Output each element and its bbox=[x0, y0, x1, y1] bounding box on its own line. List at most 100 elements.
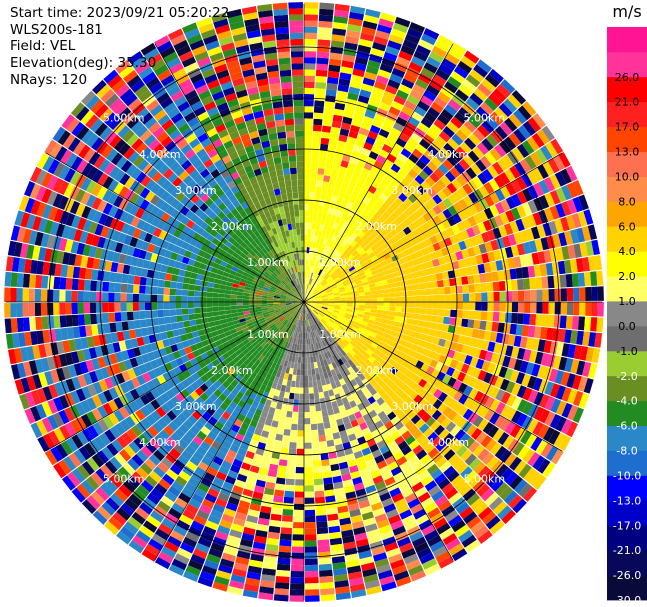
velocity-gate bbox=[503, 136, 517, 151]
velocity-gate bbox=[262, 493, 274, 502]
velocity-gate bbox=[223, 546, 238, 557]
velocity-gate bbox=[367, 335, 375, 342]
velocity-gate bbox=[286, 305, 293, 308]
velocity-gate bbox=[277, 396, 284, 404]
velocity-gate bbox=[298, 412, 304, 419]
velocity-gate bbox=[308, 293, 314, 299]
velocity-gate bbox=[265, 318, 273, 324]
velocity-gate bbox=[250, 553, 264, 562]
velocity-gate bbox=[206, 307, 213, 313]
velocity-gate bbox=[292, 331, 297, 338]
velocity-gate bbox=[223, 363, 232, 372]
velocity-gate bbox=[228, 401, 238, 410]
velocity-gate bbox=[185, 429, 197, 440]
velocity-gate bbox=[194, 307, 201, 314]
velocity-gate bbox=[95, 291, 103, 302]
velocity-gate bbox=[292, 540, 304, 547]
velocity-gate bbox=[365, 523, 378, 533]
velocity-gate bbox=[311, 311, 316, 317]
velocity-gate bbox=[340, 302, 347, 305]
velocity-gate bbox=[493, 501, 508, 516]
velocity-gate bbox=[291, 310, 296, 316]
velocity-gate bbox=[427, 507, 441, 519]
velocity-gate bbox=[363, 255, 371, 262]
velocity-gate bbox=[84, 279, 91, 291]
velocity-gate bbox=[340, 225, 347, 233]
velocity-gate bbox=[318, 435, 326, 442]
velocity-gate bbox=[430, 468, 443, 480]
velocity-gate bbox=[147, 369, 157, 380]
velocity-gate bbox=[396, 238, 405, 247]
velocity-gate bbox=[304, 216, 309, 223]
velocity-gate bbox=[148, 454, 161, 466]
velocity-gate bbox=[477, 370, 487, 381]
velocity-gate bbox=[402, 268, 411, 275]
velocity-gate bbox=[521, 266, 530, 279]
velocity-gate bbox=[313, 118, 323, 126]
velocity-gate bbox=[327, 295, 335, 299]
velocity-gate bbox=[185, 445, 197, 456]
velocity-gate bbox=[415, 418, 426, 429]
velocity-gate bbox=[359, 556, 374, 566]
velocity-gate bbox=[364, 579, 380, 590]
velocity-gate bbox=[531, 226, 541, 240]
velocity-gate bbox=[165, 273, 173, 281]
velocity-gate bbox=[268, 310, 275, 314]
velocity-gate bbox=[402, 39, 418, 50]
velocity-gate bbox=[50, 369, 60, 384]
velocity-gate bbox=[86, 495, 101, 510]
velocity-gate bbox=[325, 337, 331, 345]
velocity-gate bbox=[525, 337, 534, 350]
velocity-gate bbox=[326, 351, 332, 358]
velocity-gate bbox=[389, 306, 396, 312]
velocity-gate bbox=[294, 393, 300, 400]
velocity-gate bbox=[108, 516, 123, 531]
velocity-gate bbox=[230, 302, 237, 306]
velocity-gate bbox=[376, 24, 392, 34]
velocity-gate bbox=[453, 325, 462, 335]
velocity-gate bbox=[102, 302, 109, 313]
velocity-gate bbox=[390, 375, 400, 384]
velocity-gate bbox=[379, 492, 392, 502]
velocity-gate bbox=[163, 287, 170, 295]
velocity-gate bbox=[214, 339, 223, 347]
velocity-gate bbox=[427, 406, 438, 417]
velocity-gate bbox=[381, 415, 391, 425]
velocity-gate bbox=[310, 417, 317, 425]
velocity-gate bbox=[319, 288, 326, 293]
velocity-gate bbox=[310, 311, 315, 318]
velocity-gate bbox=[304, 424, 311, 431]
velocity-gate bbox=[499, 140, 512, 154]
velocity-gate bbox=[304, 308, 306, 315]
velocity-gate bbox=[452, 457, 465, 470]
velocity-gate bbox=[335, 592, 351, 601]
velocity-gate bbox=[315, 330, 319, 337]
velocity-gate bbox=[258, 317, 265, 322]
velocity-gate bbox=[346, 244, 353, 252]
velocity-gate bbox=[292, 534, 304, 541]
velocity-gate bbox=[251, 547, 265, 556]
velocity-gate bbox=[418, 205, 428, 216]
velocity-gate bbox=[318, 27, 332, 35]
velocity-gate bbox=[463, 195, 474, 207]
velocity-gate bbox=[192, 435, 204, 446]
velocity-gate bbox=[566, 421, 578, 438]
velocity-gate bbox=[204, 388, 214, 398]
velocity-gate bbox=[266, 475, 277, 484]
velocity-gate bbox=[395, 388, 405, 397]
velocity-gate bbox=[236, 302, 243, 306]
velocity-gate bbox=[131, 511, 146, 525]
velocity-gate bbox=[356, 416, 366, 425]
velocity-gate bbox=[77, 291, 84, 302]
velocity-gate bbox=[317, 545, 331, 553]
velocity-gate bbox=[259, 319, 266, 325]
velocity-gate bbox=[158, 478, 171, 491]
velocity-gate bbox=[397, 153, 408, 163]
velocity-gate bbox=[465, 266, 474, 276]
velocity-gate bbox=[285, 416, 292, 424]
velocity-gate bbox=[309, 303, 316, 306]
velocity-gate bbox=[500, 185, 511, 199]
velocity-gate bbox=[544, 192, 555, 207]
velocity-gate bbox=[473, 64, 488, 78]
velocity-gate bbox=[429, 51, 444, 63]
